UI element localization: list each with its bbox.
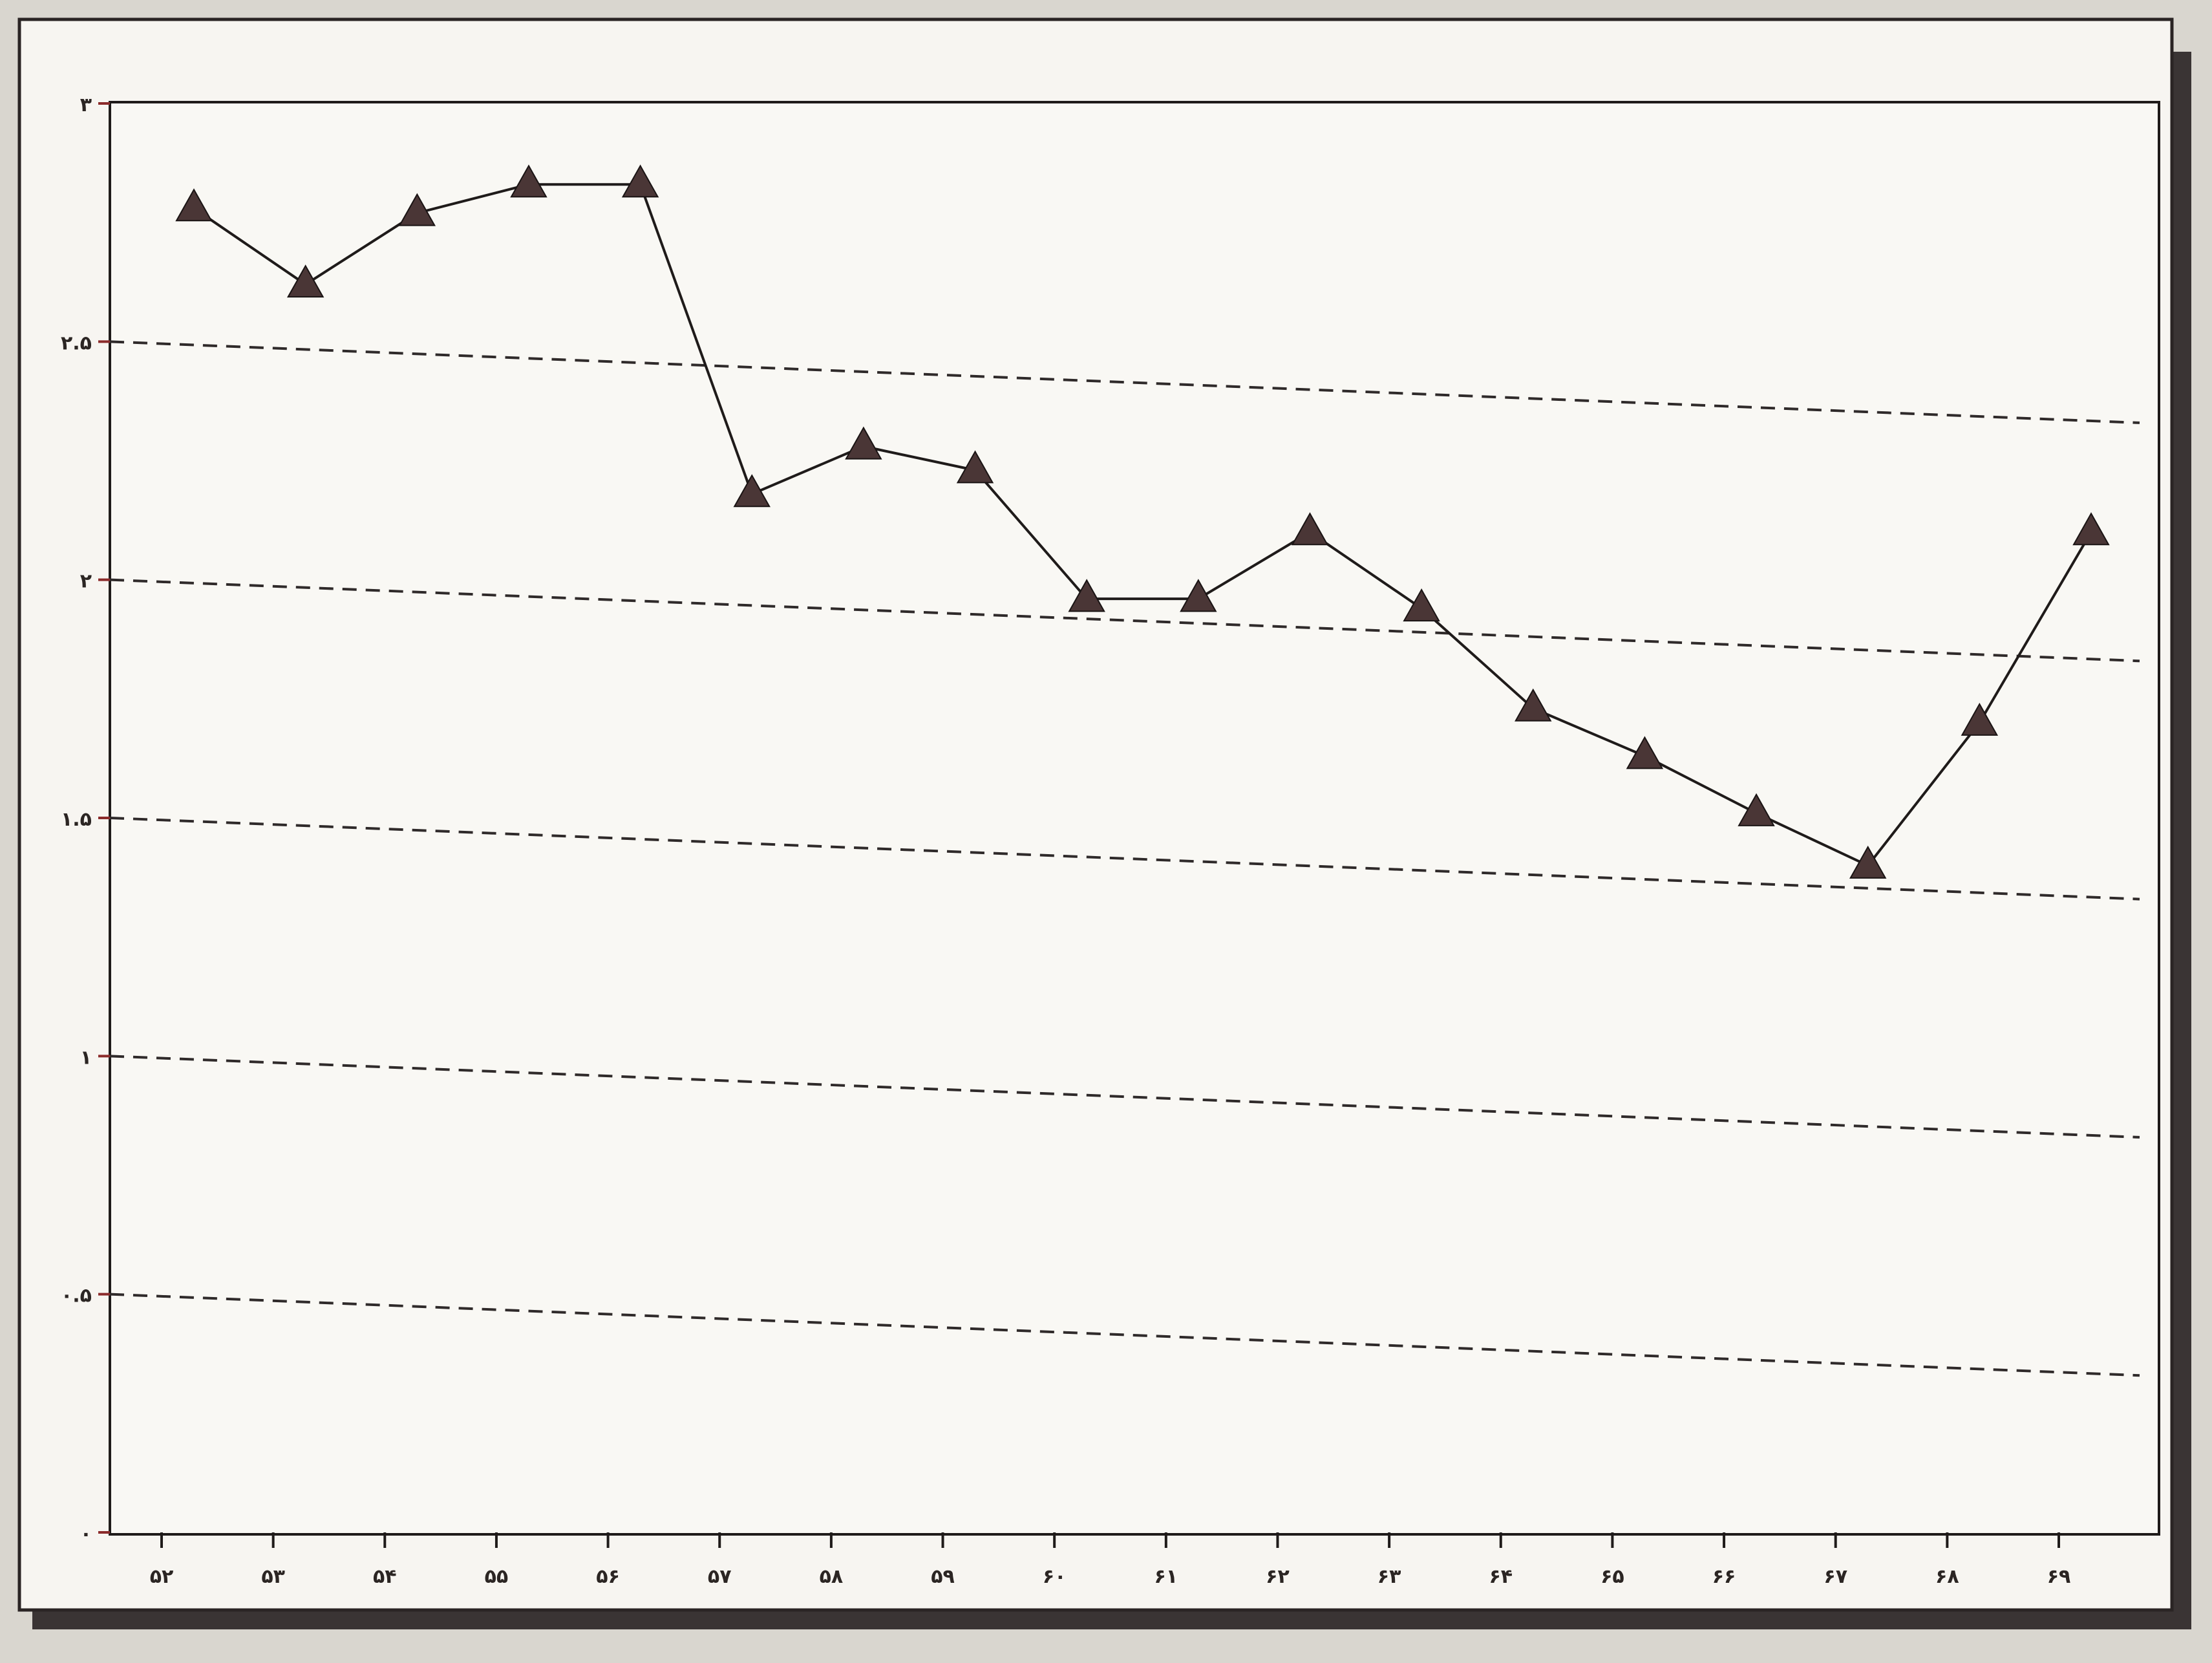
plot-area [109, 101, 2160, 1536]
y-tick-label: ۱.۵ [61, 808, 92, 831]
data-point-triangle [1068, 579, 1105, 612]
x-tick-label: ۶۰ [1043, 1565, 1067, 1588]
data-point-triangle [1961, 702, 1999, 736]
x-axis: ۵۲ ۵۳ ۵۴ ۵۵ ۵۶ ۵۷ ۵۸ ۵۹ ۶۰ ۶۱ ۶۲ ۶۳ ۶۴ ۶۵ ۶۶ ۶۷ ۶۸ ۶۹ [150, 1532, 2071, 1588]
x-tick-label: ۶۵ [1601, 1565, 1624, 1588]
gridline [109, 340, 2140, 424]
x-tick-label: ۶۴ [1489, 1565, 1513, 1588]
x-tick-label: ۶۹ [2047, 1565, 2071, 1588]
x-tick-label: ۵۸ [820, 1565, 844, 1588]
data-point-triangle [845, 426, 882, 460]
data-point-triangle [1738, 793, 1775, 826]
x-tick-label: ۵۹ [931, 1565, 955, 1588]
y-tick-label: ۲ [80, 570, 92, 593]
x-tick-label: ۵۵ [485, 1565, 509, 1588]
y-tick-label: ۳ [80, 94, 92, 116]
data-point-triangle [1515, 688, 1552, 722]
x-tick-label: ۶۸ [1935, 1565, 1959, 1588]
x-tick-label: ۶۱ [1154, 1565, 1178, 1588]
gridlines [109, 340, 2140, 1377]
gridline [109, 817, 2140, 901]
x-tick-label: ۶۳ [1377, 1565, 1401, 1588]
data-point-triangle [733, 474, 771, 508]
data-point-triangle [956, 450, 994, 484]
y-axis: ۰ ۰.۵ ۱ ۱.۵ ۲ ۲.۵ ۳ [61, 94, 110, 1545]
y-tick-label: ۰.۵ [61, 1285, 92, 1307]
x-tick-label: ۶۶ [1712, 1565, 1736, 1588]
series-line [175, 164, 2110, 879]
x-tick-label: ۵۲ [150, 1565, 174, 1588]
data-point-triangle [1291, 512, 1329, 546]
x-tick-label: ۶۷ [1824, 1565, 1847, 1588]
y-tick-label: ۰ [80, 1523, 92, 1545]
data-point-triangle [175, 188, 213, 222]
gridline [109, 578, 2140, 663]
data-point-triangle [1180, 579, 1217, 612]
data-point-triangle [1403, 588, 1440, 622]
data-point-triangle [398, 193, 436, 226]
x-tick-label: ۵۳ [261, 1565, 285, 1588]
data-point-triangle [1626, 736, 1664, 769]
gridline [109, 1055, 2140, 1139]
data-point-triangle [286, 264, 324, 298]
x-tick-label: ۶۲ [1266, 1565, 1290, 1588]
series-path [193, 183, 2092, 868]
data-point-triangle [1849, 845, 1887, 879]
x-tick-label: ۵۷ [708, 1565, 732, 1588]
y-tick-label: ۲.۵ [61, 332, 92, 354]
gridline [109, 1293, 2140, 1377]
y-tick-label: ۱ [80, 1046, 92, 1069]
data-point-triangle [510, 164, 548, 198]
data-point-triangle [621, 164, 659, 198]
x-tick-label: ۵۴ [373, 1565, 397, 1588]
x-tick-label: ۵۶ [596, 1565, 620, 1588]
data-point-triangle [2072, 512, 2110, 546]
